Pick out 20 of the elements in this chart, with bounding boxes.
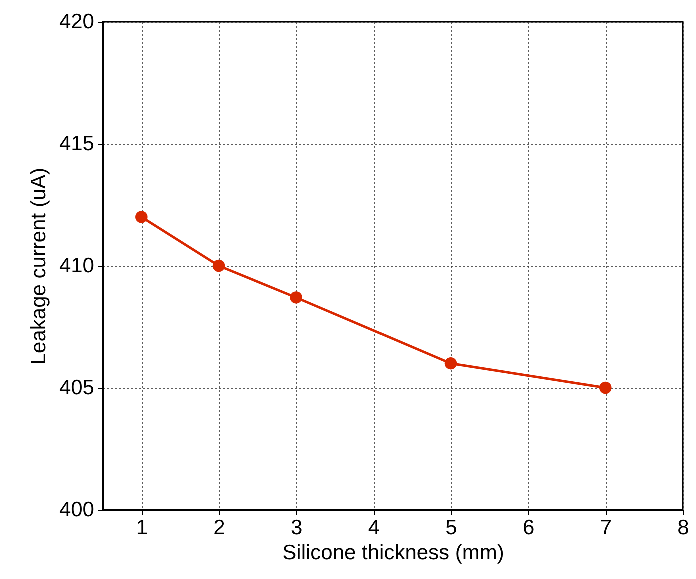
x-tick-label: 8 [678,516,690,540]
y-axis-title: Leakage current (uA) [27,168,50,366]
x-tick-label: 1 [136,516,148,540]
y-tick-label: 400 [59,498,94,522]
x-tick-label: 4 [368,516,380,540]
y-tick-label: 415 [59,132,94,156]
x-axis-title: Silicone thickness (mm) [282,542,504,564]
y-tick-label: 405 [59,376,94,400]
x-tick-label: 6 [522,516,535,540]
point [600,382,612,394]
point [136,211,148,224]
y-tick-label: 420 [59,10,94,34]
point [290,292,302,304]
x-tick-label: 2 [214,516,226,540]
y-tick-label: 410 [59,254,94,278]
x-tick-label: 7 [600,516,612,540]
point [444,357,458,370]
x-tick-label: 3 [290,516,303,540]
x-tick-label: 5 [446,516,458,540]
point [212,260,226,272]
